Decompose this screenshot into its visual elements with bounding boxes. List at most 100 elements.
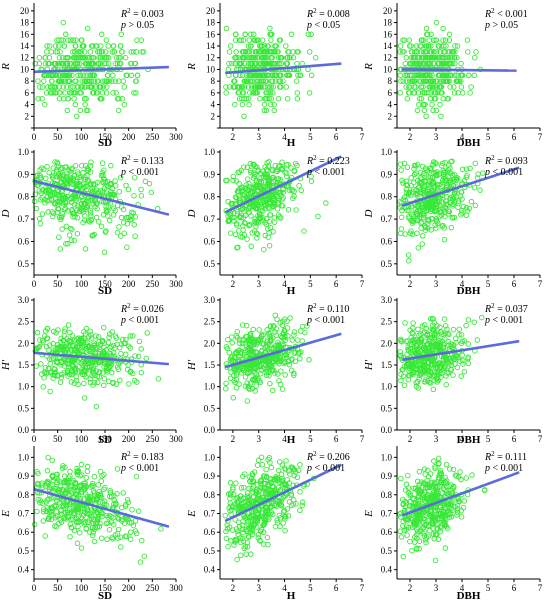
scatter-point xyxy=(91,473,98,480)
scatter-point xyxy=(87,207,94,214)
scatter-point xyxy=(72,194,78,201)
scatter-point xyxy=(264,54,270,61)
scatter-point xyxy=(101,382,107,389)
scatter-point xyxy=(294,60,300,67)
scatter-point xyxy=(52,43,59,49)
x-tick-label: 200 xyxy=(122,132,136,142)
scatter-point xyxy=(45,454,51,461)
scatter-point xyxy=(81,95,88,102)
y-tick-label: 0.8 xyxy=(204,490,216,500)
scatter-point xyxy=(66,72,73,79)
scatter-point xyxy=(123,72,130,79)
scatter-point xyxy=(233,49,239,55)
scatter-point xyxy=(136,338,143,345)
scatter-point xyxy=(104,213,111,219)
scatter-point xyxy=(451,54,457,61)
regression-line xyxy=(402,68,517,72)
scatter-point xyxy=(112,60,119,67)
scatter-point xyxy=(63,223,70,230)
scatter-point xyxy=(468,198,475,205)
data-points xyxy=(31,159,161,256)
regression-line xyxy=(33,65,169,74)
scatter-point xyxy=(109,49,116,55)
scatter-point xyxy=(65,240,71,247)
scatter-point xyxy=(87,84,94,90)
scatter-point xyxy=(419,241,425,247)
scatter-point xyxy=(106,78,112,84)
scatter-point xyxy=(276,60,282,67)
scatter-point xyxy=(267,212,274,218)
x-axis-label: DBH xyxy=(457,434,481,446)
scatter-point xyxy=(87,72,93,79)
scatter-point xyxy=(286,54,293,61)
scatter-point xyxy=(74,207,81,213)
panel-R-vs-SD: 0 50 100 150 200 250 3002468101214161820SDRR2 … xyxy=(0,3,183,149)
scatter-point xyxy=(403,78,410,84)
scatter-point xyxy=(260,197,266,203)
y-axis-label: D xyxy=(186,209,198,218)
scatter-point xyxy=(34,329,41,336)
scatter-point xyxy=(52,159,58,165)
x-tick-label: 3 xyxy=(434,434,439,444)
scatter-point xyxy=(80,201,87,207)
scatter-point xyxy=(230,395,236,401)
y-tick-label: 20 xyxy=(383,6,393,16)
scatter-point xyxy=(45,209,51,215)
scatter-point xyxy=(69,72,75,79)
scatter-point xyxy=(437,101,443,108)
scatter-point xyxy=(425,43,432,49)
scatter-point xyxy=(423,25,430,32)
x-tick-label: 5 xyxy=(308,132,313,142)
scatter-point xyxy=(67,468,73,475)
x-tick-label: 2 xyxy=(408,279,413,289)
scatter-point xyxy=(50,72,56,79)
scatter-point xyxy=(433,225,439,231)
y-tick-label: 0.4 xyxy=(204,565,216,575)
scatter-point xyxy=(56,234,62,241)
scatter-point xyxy=(139,537,145,544)
scatter-point xyxy=(258,43,265,49)
scatter-point xyxy=(42,199,48,206)
y-tick-label: 10 xyxy=(206,64,216,74)
scatter-point xyxy=(273,43,279,49)
scatter-point xyxy=(400,78,406,84)
scatter-point xyxy=(104,72,111,79)
scatter-point xyxy=(128,60,135,67)
x-tick-label: 3 xyxy=(256,132,261,142)
scatter-point xyxy=(75,54,82,61)
scatter-point xyxy=(237,214,243,220)
scatter-point xyxy=(272,523,279,530)
scatter-point xyxy=(399,177,405,184)
scatter-point xyxy=(450,372,456,378)
scatter-point xyxy=(413,49,419,55)
scatter-point xyxy=(273,180,279,187)
scatter-point xyxy=(223,84,229,90)
scatter-point xyxy=(78,37,85,43)
scatter-point xyxy=(421,90,428,96)
scatter-point xyxy=(440,60,446,67)
scatter-point xyxy=(269,90,276,96)
scatter-point xyxy=(226,218,232,224)
scatter-point xyxy=(72,43,79,49)
scatter-point xyxy=(90,232,96,239)
scatter-point xyxy=(242,31,248,38)
scatter-point xyxy=(89,43,95,49)
scatter-point xyxy=(448,224,455,231)
scatter-point xyxy=(68,90,75,96)
scatter-point xyxy=(88,187,94,193)
y-axis-label: D xyxy=(363,209,375,218)
scatter-point xyxy=(83,475,89,481)
scatter-point xyxy=(277,78,283,84)
scatter-point xyxy=(414,60,421,67)
scatter-point xyxy=(428,43,434,49)
scatter-point xyxy=(102,49,109,55)
scatter-point xyxy=(411,84,418,90)
scatter-point xyxy=(429,54,435,61)
scatter-point xyxy=(68,237,75,243)
scatter-point xyxy=(60,37,66,43)
x-tick-label: 7 xyxy=(538,132,543,142)
scatter-point xyxy=(133,49,140,55)
scatter-point xyxy=(238,552,244,559)
scatter-point xyxy=(270,84,277,90)
